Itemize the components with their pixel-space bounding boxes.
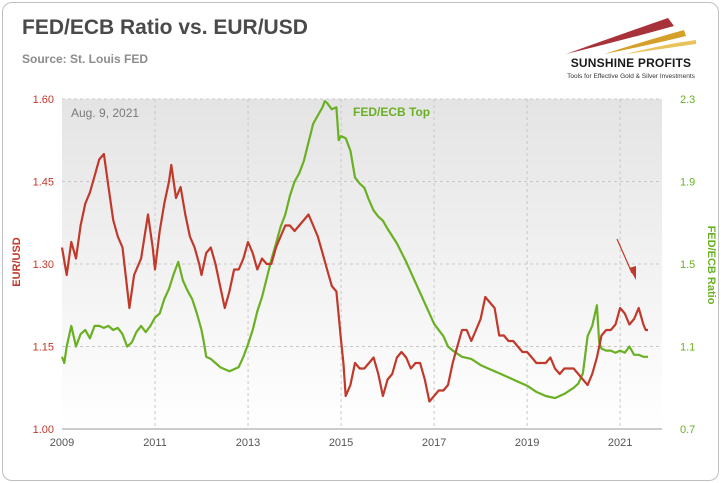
grid-lines xyxy=(62,98,662,430)
x-tick-label: 2015 xyxy=(329,437,353,449)
logo-tagline: Tools for Effective Gold & Silver Invest… xyxy=(567,73,695,80)
series-layer xyxy=(60,99,648,403)
right-tick-label: 1.1 xyxy=(680,342,695,354)
x-tick-label: 2009 xyxy=(50,437,74,449)
logo-swoosh-icon xyxy=(566,18,696,54)
date-label: Aug. 9, 2021 xyxy=(71,106,139,120)
trend-arrow-icon xyxy=(616,238,636,280)
right-tick-label: 1.9 xyxy=(680,177,695,189)
left-tick-label: 1.60 xyxy=(33,94,54,106)
x-tick-label: 2013 xyxy=(236,437,260,449)
right-axis-label: FED/ECB Ratio xyxy=(705,226,717,305)
x-tick-label: 2017 xyxy=(422,437,446,449)
fed-ecb-top-annotation: FED/ECB Top xyxy=(353,105,430,119)
sunshine-profits-logo: SUNSHINE PROFITS Tools for Effective Gol… xyxy=(556,14,706,84)
x-tick-label: 2011 xyxy=(143,437,167,449)
right-tick-label: 0.7 xyxy=(680,424,695,436)
left-tick-label: 1.15 xyxy=(33,342,54,354)
left-axis-label: EUR/USD xyxy=(11,237,23,287)
right-tick-label: 2.3 xyxy=(680,94,695,106)
right-tick-label: 1.5 xyxy=(680,259,695,271)
fed-ecb-series-line xyxy=(60,99,648,400)
x-axis-ticks: 2009 2011 2013 2015 2017 2019 2021 xyxy=(50,437,633,449)
left-tick-label: 1.30 xyxy=(33,259,54,271)
chart-source: Source: St. Louis FED xyxy=(22,52,149,66)
left-tick-label: 1.00 xyxy=(33,424,54,436)
left-axis-ticks: 1.60 1.45 1.30 1.15 1.00 xyxy=(33,94,54,436)
right-axis-ticks: 2.3 1.9 1.5 1.1 0.7 xyxy=(680,94,695,436)
x-tick-label: 2021 xyxy=(608,437,632,449)
logo-name: SUNSHINE PROFITS xyxy=(570,56,692,70)
x-tick-label: 2019 xyxy=(515,437,539,449)
chart-title: FED/ECB Ratio vs. EUR/USD xyxy=(22,16,308,39)
left-tick-label: 1.45 xyxy=(33,177,54,189)
eurusd-series-line xyxy=(60,152,648,403)
